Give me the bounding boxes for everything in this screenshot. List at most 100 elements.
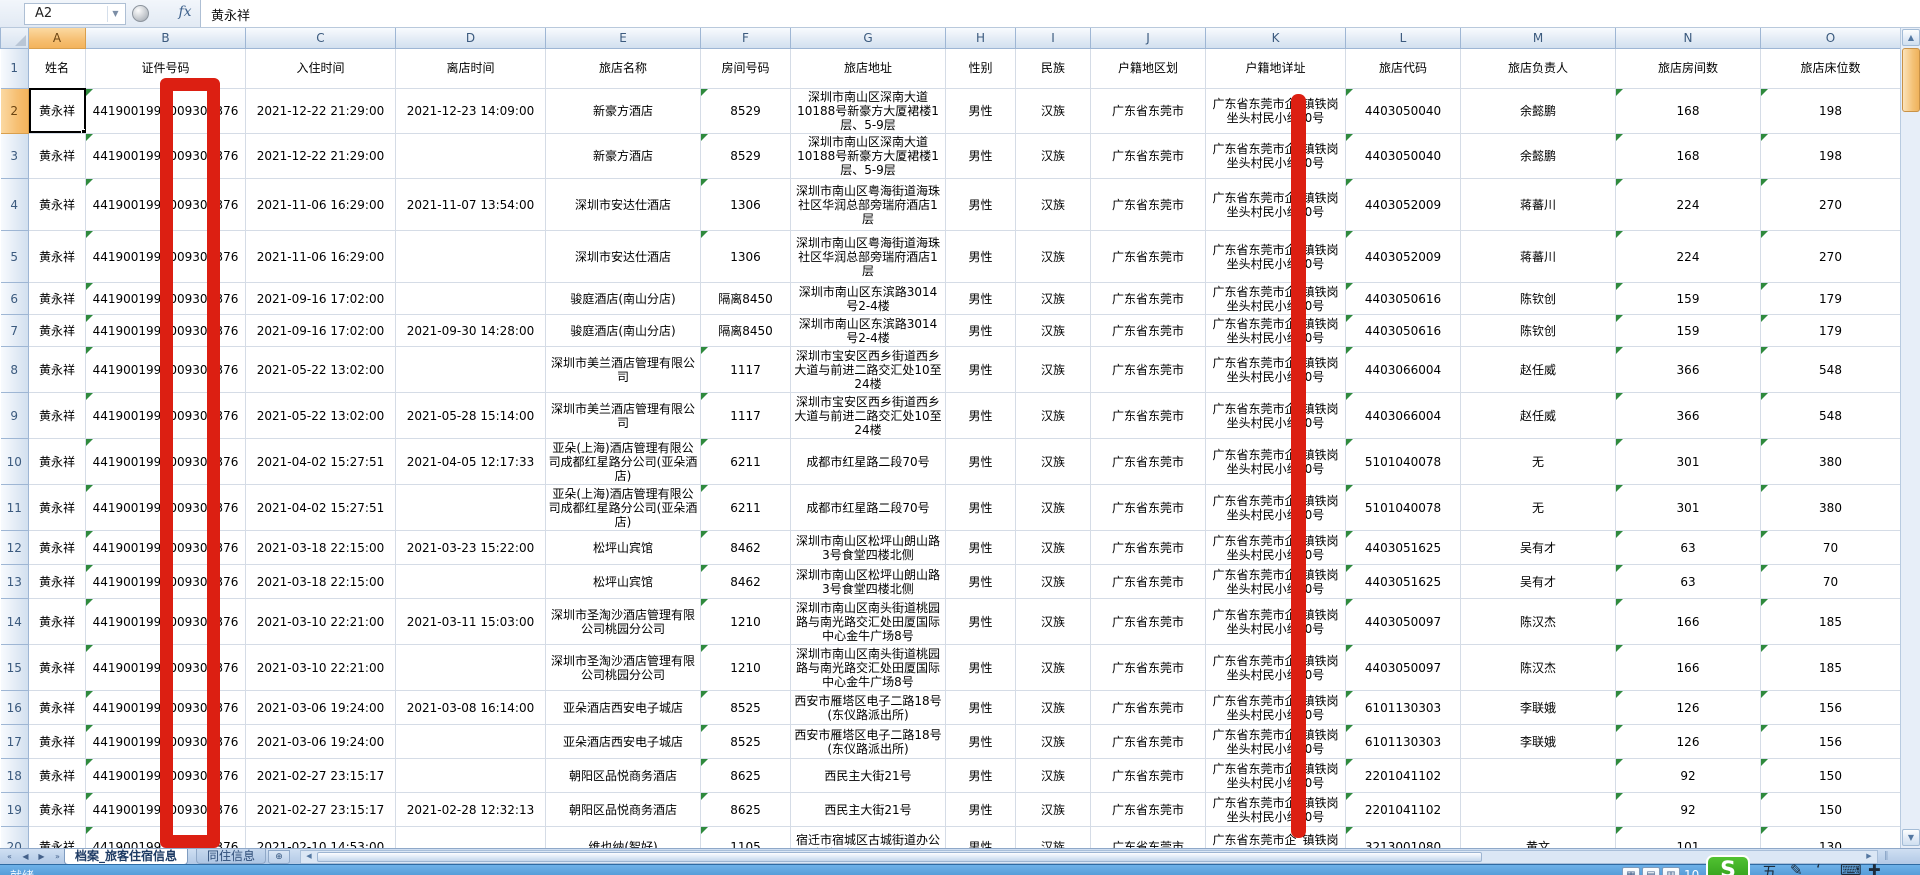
cell-J4[interactable]: 广东省东莞市: [1090, 178, 1206, 232]
cell-F17[interactable]: 8525: [700, 724, 791, 760]
row-header-4[interactable]: 4: [0, 178, 29, 232]
column-header-J[interactable]: J: [1090, 28, 1206, 49]
cell-G16[interactable]: 西安市雁塔区电子二路18号(东仪路派出所): [790, 690, 946, 726]
last-sheet-icon[interactable]: »: [55, 852, 60, 861]
row-header-15[interactable]: 15: [0, 644, 29, 692]
cell-C15[interactable]: 2021-03-10 22:21:00: [245, 644, 396, 692]
cell-J15[interactable]: 广东省东莞市: [1090, 644, 1206, 692]
cell-G7[interactable]: 深圳市南山区东滨路3014号2-4楼: [790, 314, 946, 348]
cell-I8[interactable]: 汉族: [1015, 346, 1091, 394]
cell-H17[interactable]: 男性: [945, 724, 1016, 760]
cell-C11[interactable]: 2021-04-02 15:27:51: [245, 484, 396, 532]
cell-E19[interactable]: 朝阳区品悦商务酒店: [545, 792, 701, 828]
cell-E5[interactable]: 深圳市安达仕酒店: [545, 230, 701, 284]
column-header-M[interactable]: M: [1460, 28, 1616, 49]
row-header-3[interactable]: 3: [0, 132, 29, 180]
cell-I13[interactable]: 汉族: [1015, 564, 1091, 600]
cell-H12[interactable]: 男性: [945, 530, 1016, 566]
row-header-13[interactable]: 13: [0, 564, 29, 600]
insert-function-button[interactable]: fx: [178, 4, 192, 20]
cell-L15[interactable]: 4403050097: [1345, 644, 1461, 692]
column-header-D[interactable]: D: [395, 28, 546, 49]
cell-H18[interactable]: 男性: [945, 758, 1016, 794]
cell-O1[interactable]: 旅店床位数: [1760, 48, 1900, 89]
cell-J11[interactable]: 广东省东莞市: [1090, 484, 1206, 532]
cell-F13[interactable]: 8462: [700, 564, 791, 600]
cell-C4[interactable]: 2021-11-06 16:29:00: [245, 178, 396, 232]
cell-F4[interactable]: 1306: [700, 178, 791, 232]
cell-D14[interactable]: 2021-03-11 15:03:00: [395, 598, 546, 646]
cell-M5[interactable]: 蒋蕃川: [1460, 230, 1616, 284]
cell-M6[interactable]: 陈钦创: [1460, 282, 1616, 316]
cell-O19[interactable]: 150: [1760, 792, 1900, 828]
cell-C9[interactable]: 2021-05-22 13:02:00: [245, 392, 396, 440]
prev-sheet-icon[interactable]: ◀: [22, 852, 29, 861]
cell-K1[interactable]: 户籍地详址: [1205, 48, 1346, 89]
cell-J18[interactable]: 广东省东莞市: [1090, 758, 1206, 794]
cell-K19[interactable]: 广东省东莞市企 镇铁岗坐头村民小组 0号: [1205, 792, 1346, 828]
cell-J19[interactable]: 广东省东莞市: [1090, 792, 1206, 828]
cell-E7[interactable]: 骏庭酒店(南山分店): [545, 314, 701, 348]
row-header-16[interactable]: 16: [0, 690, 29, 726]
cell-L17[interactable]: 6101130303: [1345, 724, 1461, 760]
cell-L19[interactable]: 2201041102: [1345, 792, 1461, 828]
column-header-H[interactable]: H: [945, 28, 1016, 49]
cell-G4[interactable]: 深圳市南山区粤海街道海珠社区华润总部旁瑞府酒店1层: [790, 178, 946, 232]
cell-A16[interactable]: 黄永祥: [28, 690, 86, 726]
cell-M7[interactable]: 陈钦创: [1460, 314, 1616, 348]
cell-F10[interactable]: 6211: [700, 438, 791, 486]
cell-O2[interactable]: 198: [1760, 88, 1900, 134]
cell-L2[interactable]: 4403050040: [1345, 88, 1461, 134]
cell-M15[interactable]: 陈汉杰: [1460, 644, 1616, 692]
row-header-8[interactable]: 8: [0, 346, 29, 394]
cell-N5[interactable]: 224: [1615, 230, 1761, 284]
cell-A10[interactable]: 黄永祥: [28, 438, 86, 486]
cell-J7[interactable]: 广东省东莞市: [1090, 314, 1206, 348]
cell-M19[interactable]: [1460, 792, 1616, 828]
column-header-L[interactable]: L: [1345, 28, 1461, 49]
first-sheet-icon[interactable]: «: [7, 852, 12, 861]
ime-wubi-icon[interactable]: 五: [1762, 863, 1778, 875]
cell-D3[interactable]: [395, 133, 546, 180]
cell-G2[interactable]: 深圳市南山区深南大道10188号新豪方大厦裙楼1层、5-9层: [790, 88, 946, 134]
cell-G14[interactable]: 深圳市南山区南头街道桃园路与南光路交汇处田厦国际中心金牛广场8号: [790, 598, 946, 646]
cell-G18[interactable]: 西民主大街21号: [790, 758, 946, 794]
cell-E12[interactable]: 松坪山宾馆: [545, 530, 701, 566]
column-header-G[interactable]: G: [790, 28, 946, 49]
cell-N14[interactable]: 166: [1615, 598, 1761, 646]
cell-E20[interactable]: 维也纳(智好): [545, 826, 701, 848]
cell-A2[interactable]: 黄永祥: [28, 88, 86, 134]
cell-M8[interactable]: 赵任威: [1460, 346, 1616, 394]
cell-J5[interactable]: 广东省东莞市: [1090, 230, 1206, 284]
cell-L11[interactable]: 5101040078: [1345, 484, 1461, 532]
cell-F11[interactable]: 6211: [700, 484, 791, 532]
row-header-9[interactable]: 9: [0, 392, 29, 440]
cell-O11[interactable]: 380: [1760, 484, 1900, 532]
cell-M18[interactable]: [1460, 758, 1616, 794]
column-header-F[interactable]: F: [700, 28, 791, 49]
cell-H7[interactable]: 男性: [945, 314, 1016, 348]
cell-D16[interactable]: 2021-03-08 16:14:00: [395, 690, 546, 726]
cell-A9[interactable]: 黄永祥: [28, 392, 86, 440]
vertical-scrollbar[interactable]: ▲ ▼: [1900, 28, 1920, 848]
cell-N9[interactable]: 366: [1615, 392, 1761, 440]
cell-A7[interactable]: 黄永祥: [28, 314, 86, 348]
cell-G6[interactable]: 深圳市南山区东滨路3014号2-4楼: [790, 282, 946, 316]
cell-A11[interactable]: 黄永祥: [28, 484, 86, 532]
row-header-2[interactable]: 2: [0, 87, 29, 134]
cell-N12[interactable]: 63: [1615, 530, 1761, 566]
cell-H9[interactable]: 男性: [945, 392, 1016, 440]
cell-D13[interactable]: [395, 564, 546, 600]
cell-M16[interactable]: 李联娥: [1460, 690, 1616, 726]
cell-E15[interactable]: 深圳市圣淘沙酒店管理有限公司桃园分公司: [545, 644, 701, 692]
cell-C5[interactable]: 2021-11-06 16:29:00: [245, 230, 396, 284]
cell-H1[interactable]: 性别: [945, 48, 1016, 89]
cell-G19[interactable]: 西民主大街21号: [790, 792, 946, 828]
cell-F9[interactable]: 1117: [700, 392, 791, 440]
cell-N4[interactable]: 224: [1615, 178, 1761, 232]
cell-O13[interactable]: 70: [1760, 564, 1900, 600]
cell-C8[interactable]: 2021-05-22 13:02:00: [245, 346, 396, 394]
row-header-12[interactable]: 12: [0, 530, 29, 566]
view-page-break-icon[interactable]: ▥: [1662, 867, 1680, 875]
cell-K5[interactable]: 广东省东莞市企 镇铁岗坐头村民小组 0号: [1205, 230, 1346, 284]
